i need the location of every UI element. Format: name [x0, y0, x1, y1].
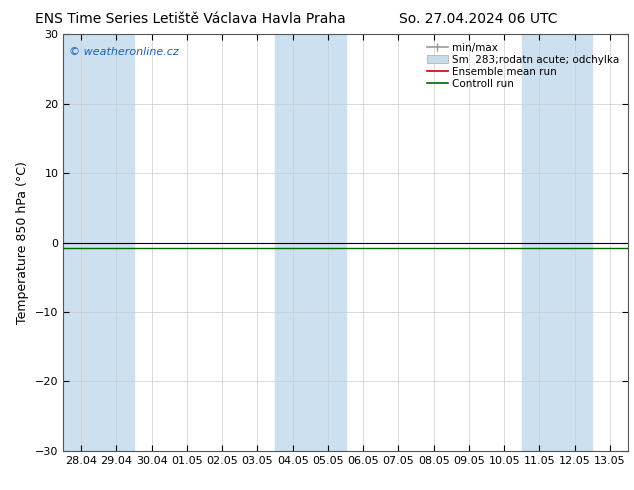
Bar [522, 34, 557, 451]
Bar [310, 34, 346, 451]
Bar [99, 34, 134, 451]
Bar [557, 34, 592, 451]
Text: © weatheronline.cz: © weatheronline.cz [69, 47, 179, 57]
Bar [63, 34, 99, 451]
Y-axis label: Temperature 850 hPa (°C): Temperature 850 hPa (°C) [16, 161, 30, 324]
Legend: min/max, Sm  283;rodatn acute; odchylka, Ensemble mean run, Controll run: min/max, Sm 283;rodatn acute; odchylka, … [424, 40, 623, 92]
Bar [275, 34, 310, 451]
Text: So. 27.04.2024 06 UTC: So. 27.04.2024 06 UTC [399, 12, 558, 26]
Text: ENS Time Series Letiště Václava Havla Praha: ENS Time Series Letiště Václava Havla Pr… [35, 12, 346, 26]
